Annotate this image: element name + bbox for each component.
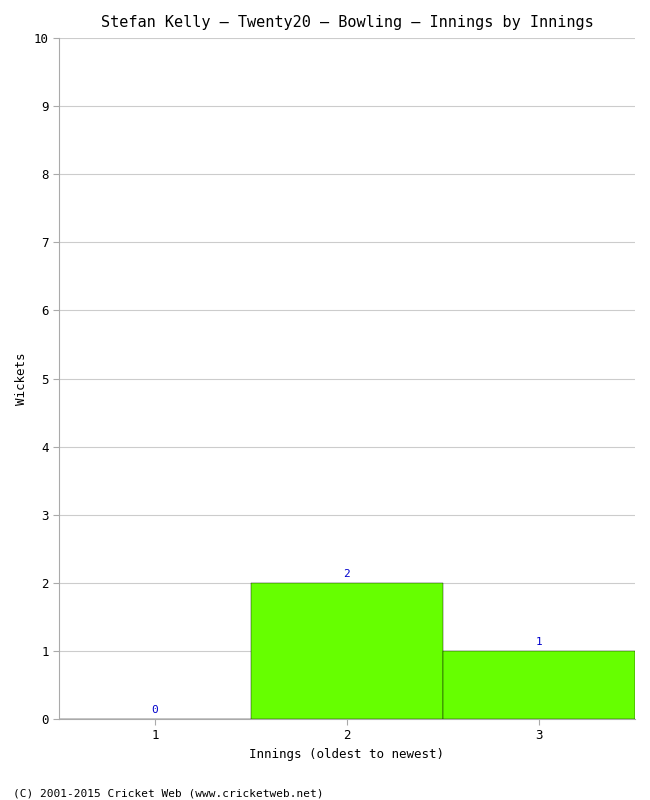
Title: Stefan Kelly – Twenty20 – Bowling – Innings by Innings: Stefan Kelly – Twenty20 – Bowling – Inni…: [101, 15, 593, 30]
X-axis label: Innings (oldest to newest): Innings (oldest to newest): [250, 748, 445, 761]
Text: 1: 1: [536, 637, 542, 646]
Text: (C) 2001-2015 Cricket Web (www.cricketweb.net): (C) 2001-2015 Cricket Web (www.cricketwe…: [13, 788, 324, 798]
Bar: [443, 651, 635, 719]
Y-axis label: Wickets: Wickets: [15, 352, 28, 405]
Text: 2: 2: [344, 569, 350, 578]
Bar: [251, 583, 443, 719]
Text: 0: 0: [151, 705, 159, 715]
